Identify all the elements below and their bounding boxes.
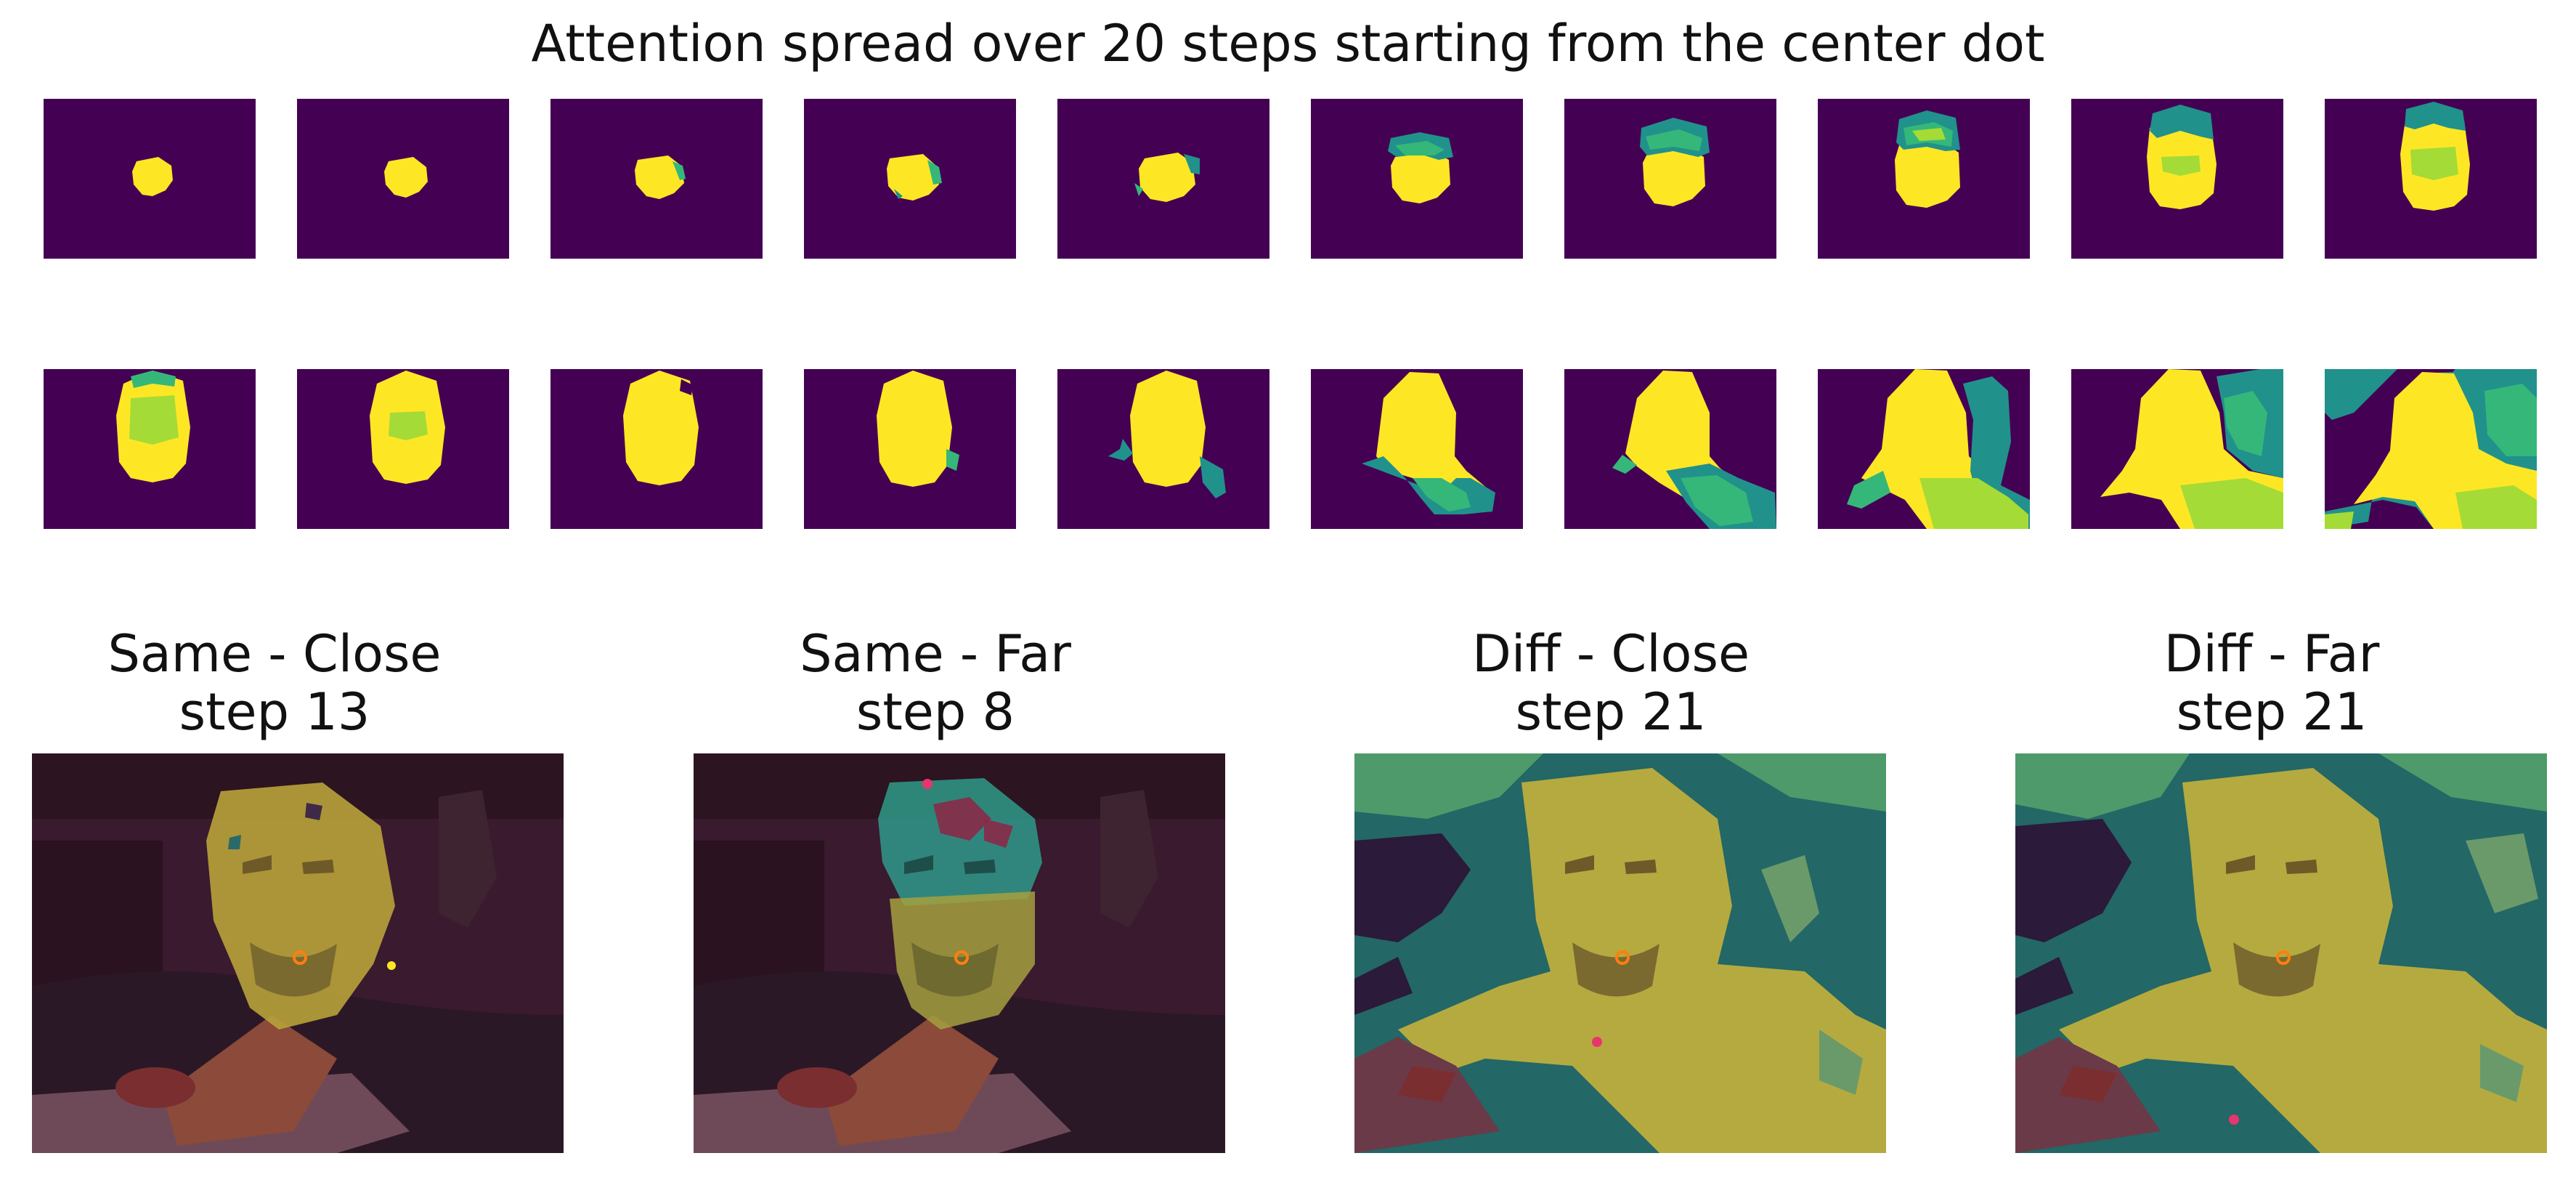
step-map-12 (297, 369, 509, 529)
query-dot (1615, 950, 1630, 965)
step-map-20 (2325, 369, 2537, 529)
step-map-15 (1057, 369, 1269, 529)
step-map-8 (1818, 99, 2030, 259)
panel-title-line1: Diff - Close (1471, 624, 1750, 684)
step-map-13 (550, 369, 763, 529)
step-map-4 (804, 99, 1016, 259)
step-map-17 (1564, 369, 1776, 529)
panel-title-line2: step 21 (1515, 682, 1707, 742)
panel-title-same-close: Same - Close step 13 (0, 625, 572, 741)
step-map-9 (2071, 99, 2283, 259)
step-map-16 (1311, 369, 1523, 529)
panel-title-line1: Same - Far (800, 624, 1071, 684)
panel-diff-close (1354, 753, 1886, 1153)
panel-title-line1: Same - Close (107, 624, 442, 684)
step-map-3 (550, 99, 763, 259)
panel-title-diff-far: Diff - Far step 21 (1974, 625, 2569, 741)
step-map-7 (1564, 99, 1776, 259)
step-map-1 (44, 99, 256, 259)
step-map-18 (1818, 369, 2030, 529)
target-dot (1592, 1037, 1602, 1047)
target-dot (387, 961, 396, 970)
panel-title-line1: Diff - Far (2163, 624, 2380, 684)
panel-title-line2: step 8 (856, 682, 1015, 742)
target-dot (2229, 1115, 2239, 1125)
target-dot (922, 779, 933, 789)
step-map-14 (804, 369, 1016, 529)
step-map-5 (1057, 99, 1269, 259)
step-map-19 (2071, 369, 2283, 529)
step-map-6 (1311, 99, 1523, 259)
figure-title: Attention spread over 20 steps starting … (531, 14, 2045, 73)
query-dot (2276, 950, 2291, 965)
panel-diff-far (2015, 753, 2547, 1153)
query-dot (954, 950, 969, 965)
panel-title-line2: step 13 (179, 682, 370, 742)
panel-title-diff-close: Diff - Close step 21 (1313, 625, 1909, 741)
panel-title-same-far: Same - Far step 8 (638, 625, 1233, 741)
panel-title-line2: step 21 (2176, 682, 2368, 742)
panel-same-close (32, 753, 564, 1153)
step-map-2 (297, 99, 509, 259)
query-dot (293, 950, 307, 965)
panel-same-far (694, 753, 1225, 1153)
step-map-11 (44, 369, 256, 529)
step-map-10 (2325, 99, 2537, 259)
